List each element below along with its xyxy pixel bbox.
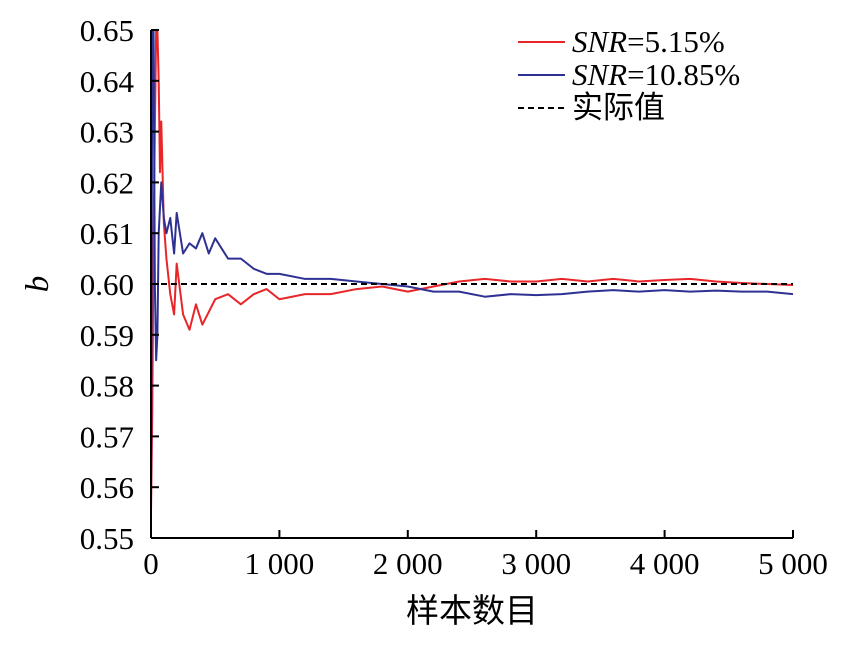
y-tick-label: 0.56 xyxy=(80,470,134,505)
y-tick-label: 0.61 xyxy=(80,216,134,251)
y-tick-label: 0.60 xyxy=(80,267,134,302)
y-tick-label: 0.64 xyxy=(80,64,135,99)
x-tick-label: 3 000 xyxy=(501,546,571,581)
legend-label-1: SNR=5.15% xyxy=(572,24,725,59)
y-tick-label: 0.62 xyxy=(80,165,134,200)
x-tick-label: 4 000 xyxy=(630,546,700,581)
series-line-2 xyxy=(151,30,793,508)
legend: SNR=5.15%SNR=10.85%实际值 xyxy=(518,24,740,125)
y-tick-label: 0.65 xyxy=(80,13,134,48)
y-tick-label: 0.58 xyxy=(80,369,134,404)
ticks: 0 1 000 2 000 3 000 4 000 5 000 0.55 0.56 0.57 0.… xyxy=(80,13,828,581)
x-tick-label: 1 000 xyxy=(245,546,315,581)
y-tick-label: 0.59 xyxy=(80,318,134,353)
x-axis-label: 样本数目 xyxy=(406,593,538,630)
x-tick-label: 0 xyxy=(143,546,159,581)
y-tick-label: 0.63 xyxy=(80,115,134,150)
series-layer xyxy=(151,30,793,513)
x-tick-label: 2 000 xyxy=(373,546,443,581)
legend-label-3: 实际值 xyxy=(572,90,665,125)
y-tick-label: 0.57 xyxy=(80,419,134,454)
y-tick-label: 0.55 xyxy=(80,521,134,556)
x-tick-label: 5 000 xyxy=(758,546,828,581)
legend-label-2: SNR=10.85% xyxy=(572,57,740,92)
series-line-1 xyxy=(151,30,793,513)
y-axis-label: b xyxy=(20,276,56,293)
